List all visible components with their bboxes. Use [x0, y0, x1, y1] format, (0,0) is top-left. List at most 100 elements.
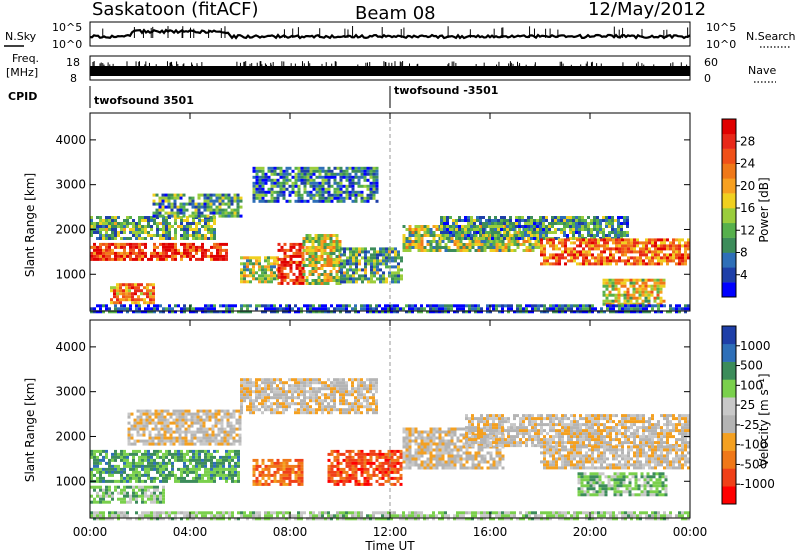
echo-cell	[612, 241, 615, 244]
echo-cell	[617, 228, 620, 231]
echo-cell	[207, 304, 210, 307]
echo-cell	[597, 256, 600, 259]
echo-cell	[572, 225, 575, 228]
echo-cell	[144, 450, 147, 453]
echo-cell	[147, 495, 150, 498]
echo-cell	[533, 219, 536, 222]
echo-cell	[207, 225, 210, 228]
echo-cell	[651, 250, 654, 253]
echo-cell	[228, 459, 231, 462]
echo-cell	[458, 231, 461, 234]
echo-cell	[639, 250, 642, 253]
echo-cell	[549, 244, 552, 247]
echo-cell	[174, 304, 177, 307]
echo-cell	[213, 246, 216, 249]
echo-cell	[265, 480, 268, 483]
echo-cell	[455, 234, 458, 237]
echo-cell	[500, 228, 503, 231]
echo-cell	[132, 474, 135, 477]
echo-cell	[563, 222, 566, 225]
echo-cell	[239, 428, 242, 431]
echo-cell	[345, 399, 348, 402]
echo-cell	[216, 474, 219, 477]
echo-cell	[213, 215, 216, 218]
echo-cell	[376, 188, 379, 191]
echo-cell	[328, 167, 331, 170]
echo-cell	[304, 173, 307, 176]
echo-cell	[174, 203, 177, 206]
echo-cell	[147, 471, 150, 474]
echo-cell	[327, 252, 330, 255]
echo-cell	[316, 167, 319, 170]
echo-cell	[433, 231, 436, 234]
echo-cell	[268, 474, 271, 477]
echo-cell	[180, 459, 183, 462]
echo-cell	[194, 434, 197, 437]
echo-cell	[505, 243, 508, 246]
echo-cell	[108, 480, 111, 483]
echo-cell	[319, 182, 322, 185]
echo-cell	[141, 492, 144, 495]
echo-cell	[457, 240, 460, 243]
echo-cell	[666, 253, 669, 256]
echo-cell	[225, 258, 228, 261]
echo-cell	[125, 289, 128, 292]
echo-cell	[243, 268, 246, 271]
echo-cell	[93, 501, 96, 504]
echo-cell	[333, 249, 336, 252]
echo-cell	[231, 212, 234, 215]
echo-cell	[460, 249, 463, 252]
echo-cell	[179, 425, 182, 428]
echo-cell	[137, 286, 140, 289]
echo-cell	[548, 231, 551, 234]
echo-cell	[330, 405, 333, 408]
echo-cell	[633, 297, 636, 300]
echo-cell	[339, 307, 342, 310]
echo-cell	[636, 307, 639, 310]
echo-cell	[348, 390, 351, 393]
echo-cell	[150, 486, 153, 489]
echo-cell	[99, 234, 102, 237]
echo-cell	[548, 222, 551, 225]
echo-cell	[105, 237, 108, 240]
echo-cell	[376, 179, 379, 182]
echo-cell	[545, 228, 548, 231]
echo-cell	[309, 307, 312, 310]
echo-cell	[279, 411, 282, 414]
echo-cell	[141, 228, 144, 231]
echo-cell	[330, 273, 333, 276]
echo-cell	[203, 422, 206, 425]
echo-cell	[161, 410, 164, 413]
echo-cell	[243, 378, 246, 381]
echo-cell	[529, 243, 532, 246]
echo-cell	[258, 280, 261, 283]
echo-cell	[321, 381, 324, 384]
echo-cell	[216, 200, 219, 203]
echo-cell	[259, 179, 262, 182]
echo-cell	[507, 307, 510, 310]
echo-cell	[237, 459, 240, 462]
echo-cell	[403, 246, 406, 249]
echo-cell	[327, 384, 330, 387]
echo-cell	[376, 185, 379, 188]
echo-cell	[509, 216, 512, 219]
echo-cell	[116, 283, 119, 286]
echo-cell	[379, 277, 382, 280]
echo-cell	[161, 419, 164, 422]
echo-cell	[310, 191, 313, 194]
echo-cell	[146, 410, 149, 413]
echo-cell	[153, 219, 156, 222]
echo-cell	[119, 301, 122, 304]
echo-cell	[222, 203, 225, 206]
echo-cell	[540, 247, 543, 250]
echo-cell	[522, 307, 525, 310]
echo-cell	[331, 173, 334, 176]
echo-cell	[174, 197, 177, 200]
echo-cell	[358, 194, 361, 197]
echo-cell	[195, 209, 198, 212]
echo-cell	[585, 244, 588, 247]
echo-cell	[557, 216, 560, 219]
power-ylabel: Slant Range [km]	[23, 173, 37, 277]
echo-cell	[198, 215, 201, 218]
echo-cell	[370, 271, 373, 274]
